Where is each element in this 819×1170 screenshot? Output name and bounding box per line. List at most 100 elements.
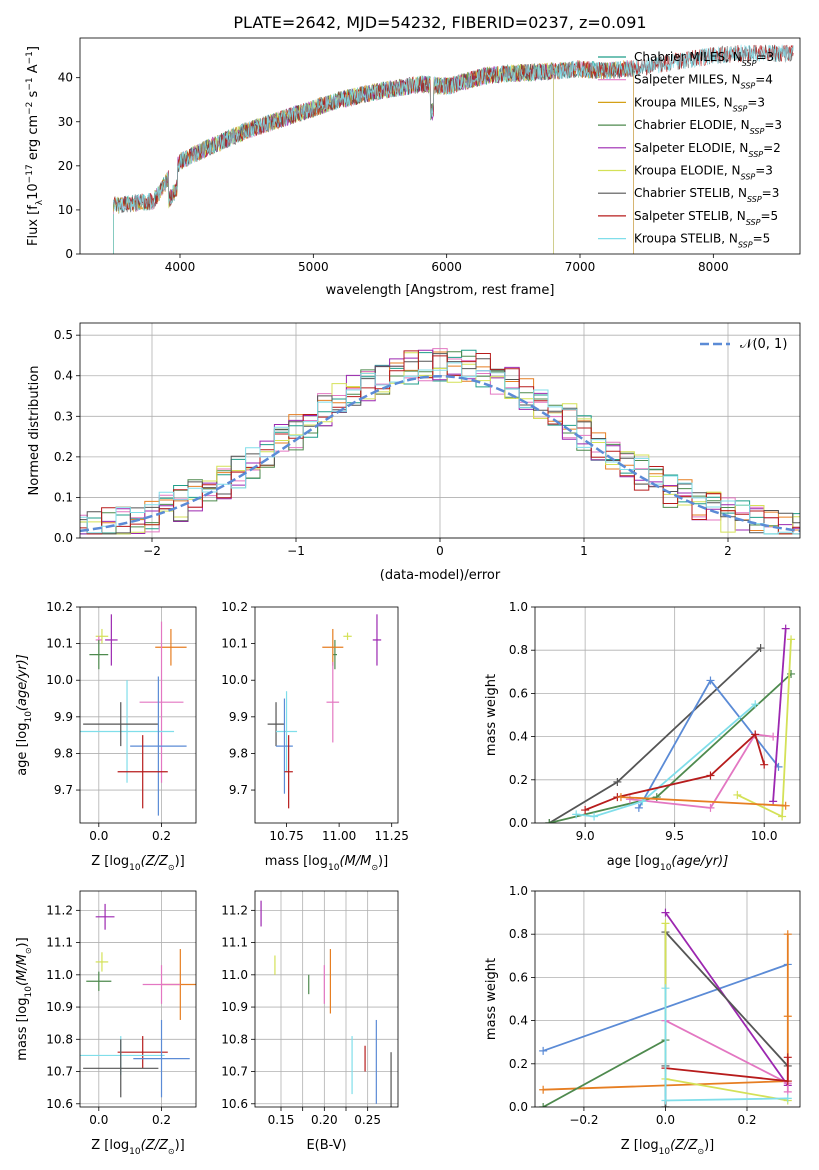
weight-marker: [613, 777, 622, 786]
y-tick-label: 0.2: [54, 450, 73, 464]
y-tick-label: 10.9: [221, 1000, 248, 1014]
y-tick-label: 0.8: [509, 927, 528, 941]
legend-entry: Kroupa STELIB, NSSP=5: [634, 232, 770, 250]
y-tick-label: 11.2: [46, 903, 73, 917]
axes-frame: [534, 606, 801, 824]
weight-marker: [545, 819, 554, 823]
weight-marker: [778, 812, 787, 821]
age_vs_Z-panel: 0.0 0.2 9.7 9.8 9.9 10.0 10.1 10.2 Z [log10(Z/Z⊙…: [15, 600, 197, 873]
y-tick-label: 10.2: [221, 600, 248, 614]
x-tick-label: 9.5: [665, 829, 684, 843]
weight-marker: [616, 793, 625, 802]
weight_vs_Z-xlabel: Z [log10(Z/Z⊙)]: [621, 1138, 715, 1157]
y-tick-label: 11.2: [221, 903, 248, 917]
x-tick-label: 11.00: [322, 829, 356, 843]
errorbar-marks: [80, 614, 187, 816]
weight-marker: [581, 806, 590, 815]
weight-marker: [769, 732, 778, 741]
y-tick-label: 10.9: [46, 1000, 73, 1014]
y-tick-label: 0.8: [509, 643, 528, 657]
residuals-xlabel: (data-model)/error: [380, 568, 501, 583]
y-tick-label: 0.3: [54, 409, 73, 423]
age_vs_mass-xlabel: mass [log10(M/M⊙)]: [265, 854, 388, 873]
histogram-series: [80, 362, 800, 535]
weight-marker: [706, 803, 715, 812]
axes-frame: [254, 606, 399, 824]
legend-entry: Salpeter MILES, NSSP=4: [634, 73, 773, 91]
histogram-series: [80, 353, 800, 535]
histogram-lines: [80, 348, 800, 535]
weight-marker: [783, 1053, 792, 1062]
x-tick-label: 10.75: [269, 829, 303, 843]
legend-entry: Kroupa ELODIE, NSSP=3: [634, 164, 773, 182]
y-tick-label: 0.6: [509, 970, 528, 984]
y-tick-label: 10.8: [46, 1032, 73, 1046]
weight-marker: [539, 1085, 548, 1094]
y-tick-label: 10.8: [221, 1032, 248, 1046]
weight-marker: [751, 700, 760, 709]
y-tick-label: 10.1: [46, 637, 73, 651]
y-tick-label: 0.5: [54, 328, 73, 342]
x-tick-label: 8000: [698, 260, 729, 274]
y-tick-label: 0.1: [54, 490, 73, 504]
weight_vs_Z-panel: −0.2 0.0 0.2 0.0 0.2 0.4 0.6 0.8 1.0 Z [log10(Z/Z…: [484, 884, 801, 1157]
legend-entry: Chabrier STELIB, NSSP=3: [634, 186, 779, 204]
y-tick-label: 0.0: [509, 816, 528, 830]
weight-line: [542, 1039, 666, 1107]
y-tick-label: 11.0: [46, 968, 73, 982]
age_vs_Z-xlabel: Z [log10(Z/Z⊙)]: [91, 854, 185, 873]
weight-marker: [539, 1103, 548, 1107]
y-tick-label: 10: [58, 203, 73, 217]
weight-marker: [661, 1096, 670, 1105]
x-tick-label: 6000: [431, 260, 462, 274]
y-tick-label: 9.8: [229, 746, 248, 760]
weight-marker: [625, 795, 634, 804]
weight-marker: [781, 624, 790, 633]
x-tick-label: −2: [143, 544, 161, 558]
y-tick-label: 10.6: [221, 1097, 248, 1111]
x-tick-label: 0: [436, 544, 444, 558]
y-tick-label: 10.6: [46, 1097, 73, 1111]
figure-title: PLATE=2642, MJD=54232, FIBERID=0237, z=0…: [233, 13, 646, 32]
weight-marker: [706, 771, 715, 780]
weight-marker: [783, 1012, 792, 1021]
weight-line: [664, 929, 789, 1107]
x-tick-label: 0.0: [656, 1113, 675, 1127]
y-tick-label: 11.1: [221, 936, 248, 950]
x-tick-label: 0.2: [737, 1113, 756, 1127]
y-tick-label: 10.1: [221, 637, 248, 651]
axes-frame: [79, 37, 801, 255]
mass_vs_ebv-panel: 0.15 0.20 0.25 10.6 10.7 10.8 10.9 11.0 11.1 11.2…: [221, 890, 399, 1153]
weight_vs_age-xlabel: age [log10(age/yr)]: [607, 854, 729, 873]
y-tick-label: 10.7: [221, 1065, 248, 1079]
y-tick-label: 1.0: [509, 884, 528, 898]
legend-entry: Chabrier ELODIE, NSSP=3: [634, 118, 782, 136]
x-tick-label: 9.0: [576, 829, 595, 843]
x-tick-label: 0.25: [354, 1113, 381, 1127]
y-tick-label: 9.9: [54, 710, 73, 724]
gaussian-legend-entry: 𝒩(0, 1): [740, 337, 787, 352]
mass_vs_Z-panel: 0.0 0.2 10.6 10.7 10.8 10.9 11.0 11.1 11.2 Z [log…: [15, 890, 197, 1157]
weight-line: [772, 628, 787, 802]
y-tick-label: 0.2: [509, 773, 528, 787]
y-tick-label: 10.0: [46, 673, 73, 687]
y-tick-label: 20: [58, 159, 73, 173]
weight-marker: [781, 801, 790, 810]
weight-marker: [733, 790, 742, 799]
weight_vs_Z-ylabel: mass weight: [484, 958, 499, 1040]
weight-marker: [661, 908, 670, 917]
legend-entry: Chabrier MILES, NSSP=3: [634, 50, 774, 68]
y-tick-label: 0: [65, 247, 73, 261]
weight-marker: [539, 1046, 548, 1055]
weight_vs_age-ylabel: mass weight: [484, 674, 499, 756]
y-tick-label: 0.6: [509, 686, 528, 700]
spectrum-panel: 4000 5000 6000 7000 8000 0 10 20 30 40 wavelength …: [25, 37, 801, 298]
errorbar-marks: [80, 903, 196, 1098]
axes-frame: [534, 890, 801, 1108]
errorbar-marks: [267, 614, 382, 809]
weight-marker: [706, 676, 715, 685]
x-tick-label: 7000: [565, 260, 596, 274]
weight-line: [629, 733, 774, 809]
y-tick-label: 9.9: [229, 710, 248, 724]
residuals-ylabel: Normed distribution: [27, 366, 42, 496]
